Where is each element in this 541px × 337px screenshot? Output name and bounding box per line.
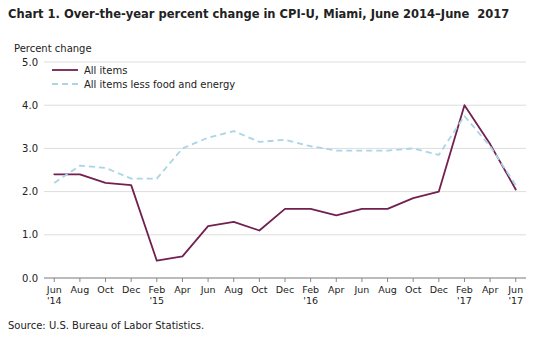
x-tick-label: Aug — [71, 284, 90, 295]
x-tick-label: Jun'14 — [46, 284, 62, 306]
series-line — [54, 105, 515, 261]
source-note: Source: U.S. Bureau of Labor Statistics. — [8, 320, 204, 331]
x-tick — [79, 278, 80, 282]
x-tick-label: Feb'17 — [456, 284, 473, 306]
x-tick-label: Oct — [405, 284, 422, 295]
x-tick-label: Apr — [482, 284, 499, 295]
x-tick-label: Dec — [276, 284, 294, 295]
x-tick — [387, 278, 388, 282]
series-line — [54, 116, 515, 185]
x-tick — [515, 278, 516, 282]
x-tick-label: Jun — [353, 284, 369, 295]
x-tick-label: Aug — [378, 284, 397, 295]
x-tick-label: Dec — [430, 284, 448, 295]
grid — [44, 62, 526, 278]
grid-line — [44, 234, 526, 235]
x-tick — [156, 278, 157, 282]
y-tick-label: 4.0 — [22, 100, 38, 111]
x-tick-label: Feb'16 — [302, 284, 319, 306]
grid-line — [44, 148, 526, 149]
grid-line — [44, 62, 526, 63]
title: Chart 1. Over-the-year percent change in… — [8, 7, 509, 21]
legend-label: All items — [84, 65, 127, 76]
grid-line — [44, 105, 526, 106]
x-tick — [259, 278, 260, 282]
series-group — [54, 105, 515, 261]
legend-swatch — [52, 69, 78, 71]
x-tick — [208, 278, 209, 282]
x-tick — [336, 278, 337, 282]
x-tick — [131, 278, 132, 282]
x-tick — [182, 278, 183, 282]
y-tick-label: 1.0 — [22, 229, 38, 240]
x-tick — [105, 278, 106, 282]
y-tick-label: 0.0 — [22, 273, 38, 284]
x-tick — [310, 278, 311, 282]
x-tick-label: Feb'15 — [148, 284, 165, 306]
chart: Chart 1. Over-the-year percent change in… — [0, 0, 541, 337]
x-tick-label: Oct — [97, 284, 114, 295]
x-tick — [464, 278, 465, 282]
x-tick — [54, 278, 55, 282]
x-tick — [233, 278, 234, 282]
y-tick-label: 5.0 — [22, 57, 38, 68]
x-tick — [285, 278, 286, 282]
x-tick — [413, 278, 414, 282]
chart-container: Chart 1. Over-the-year percent change in… — [0, 0, 541, 337]
x-tick-label: Apr — [328, 284, 345, 295]
x-tick-label: Oct — [251, 284, 268, 295]
x-tick-label: Dec — [122, 284, 140, 295]
y-tick-label: 3.0 — [22, 143, 38, 154]
legend-swatch — [52, 83, 78, 85]
y-axis-label: Percent change — [14, 43, 92, 54]
x-tick — [438, 278, 439, 282]
x-tick — [361, 278, 362, 282]
x-tick — [490, 278, 491, 282]
y-tick-label: 2.0 — [22, 186, 38, 197]
grid-line — [44, 191, 526, 192]
x-tick-label: Jun'17 — [507, 284, 523, 306]
x-tick-label: Aug — [224, 284, 243, 295]
legend: All items All items less food and energy — [52, 65, 235, 90]
x-tick-label: Jun — [200, 284, 216, 295]
x-tick-label: Apr — [174, 284, 191, 295]
legend-label: All items less food and energy — [84, 79, 235, 90]
